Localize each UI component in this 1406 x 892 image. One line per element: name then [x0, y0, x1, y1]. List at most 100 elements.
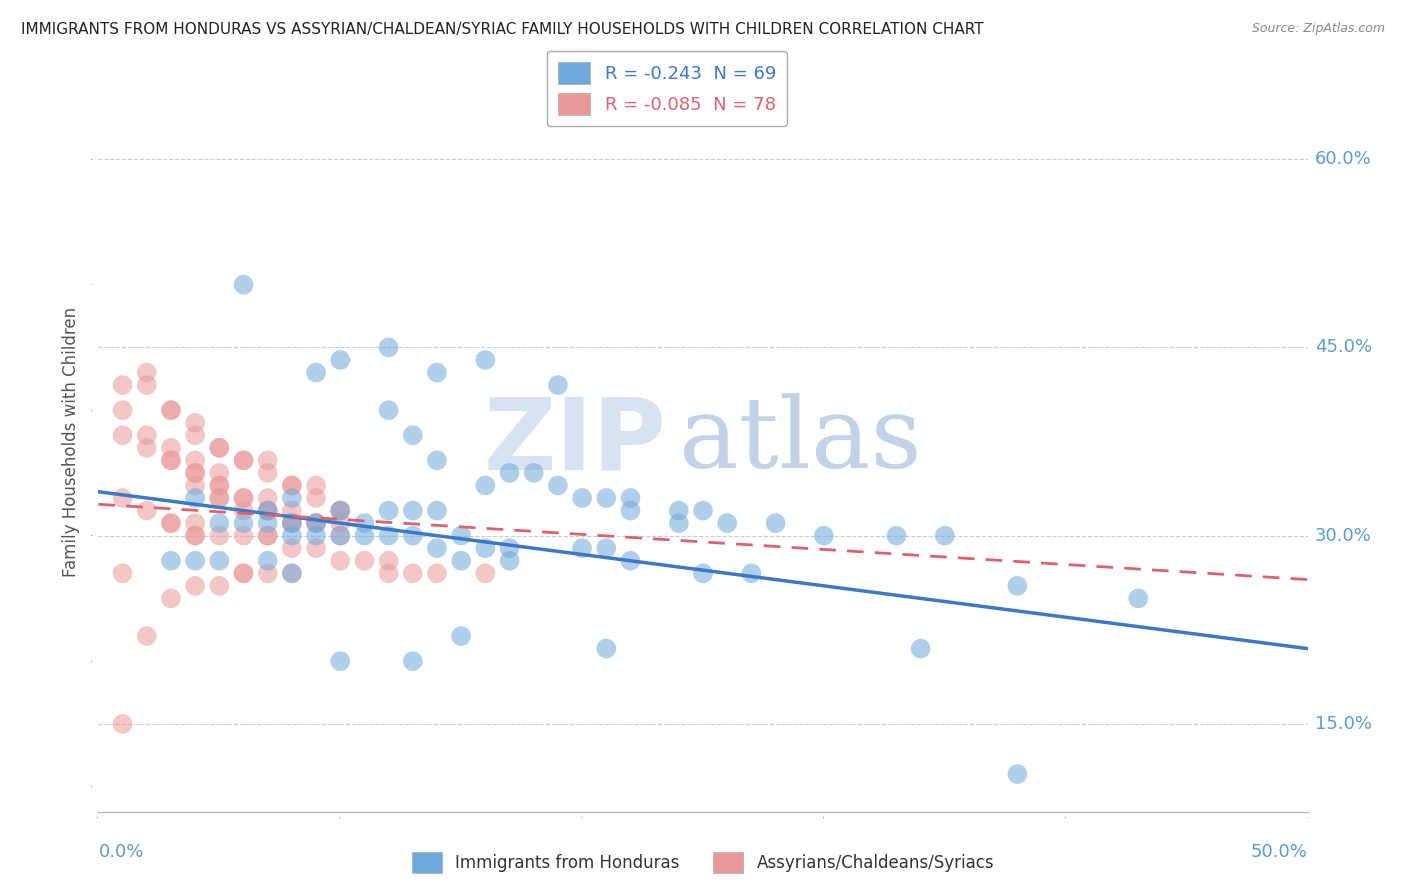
Point [305, 366, 328, 380]
Point [111, 491, 134, 505]
Point [232, 491, 254, 505]
Point [402, 529, 425, 543]
Point [256, 529, 278, 543]
Point [208, 491, 231, 505]
Point [232, 503, 254, 517]
Point [571, 491, 593, 505]
Point [426, 503, 449, 517]
Point [934, 529, 956, 543]
Legend: Immigrants from Honduras, Assyrians/Chaldeans/Syriacs: Immigrants from Honduras, Assyrians/Chal… [405, 846, 1001, 880]
Point [281, 516, 304, 530]
Point [329, 554, 352, 568]
Text: atlas: atlas [679, 393, 921, 490]
Point [329, 529, 352, 543]
Point [305, 529, 328, 543]
Point [208, 478, 231, 492]
Text: 60.0%: 60.0% [1315, 150, 1372, 169]
Point [547, 478, 569, 492]
Point [208, 516, 231, 530]
Point [377, 340, 399, 354]
Point [256, 566, 278, 581]
Point [377, 403, 399, 417]
Point [426, 566, 449, 581]
Point [184, 579, 207, 593]
Point [111, 566, 134, 581]
Point [256, 529, 278, 543]
Point [184, 416, 207, 430]
Point [305, 478, 328, 492]
Point [135, 366, 157, 380]
Point [595, 541, 617, 556]
Point [305, 516, 328, 530]
Point [305, 541, 328, 556]
Point [208, 579, 231, 593]
Point [740, 566, 762, 581]
Point [184, 453, 207, 467]
Point [111, 717, 134, 731]
Point [208, 491, 231, 505]
Point [402, 503, 425, 517]
Point [184, 478, 207, 492]
Point [232, 453, 254, 467]
Point [160, 516, 183, 530]
Point [160, 403, 183, 417]
Point [281, 478, 304, 492]
Point [619, 554, 641, 568]
Point [474, 353, 496, 368]
Point [281, 529, 304, 543]
Point [619, 491, 641, 505]
Point [547, 378, 569, 392]
Point [256, 503, 278, 517]
Point [281, 503, 304, 517]
Point [256, 516, 278, 530]
Point [329, 529, 352, 543]
Point [402, 566, 425, 581]
Point [160, 403, 183, 417]
Point [377, 566, 399, 581]
Text: 30.0%: 30.0% [1315, 526, 1372, 545]
Point [208, 441, 231, 455]
Point [135, 428, 157, 442]
Point [595, 641, 617, 656]
Point [498, 554, 520, 568]
Point [232, 529, 254, 543]
Point [184, 466, 207, 480]
Point [305, 516, 328, 530]
Point [135, 441, 157, 455]
Point [1007, 767, 1029, 781]
Point [232, 277, 254, 292]
Point [135, 378, 157, 392]
Point [256, 491, 278, 505]
Point [184, 529, 207, 543]
Point [353, 529, 375, 543]
Point [692, 503, 714, 517]
Point [450, 629, 472, 643]
Point [426, 453, 449, 467]
Point [184, 466, 207, 480]
Point [329, 353, 352, 368]
Point [426, 366, 449, 380]
Point [498, 466, 520, 480]
Point [450, 554, 472, 568]
Point [184, 516, 207, 530]
Point [232, 453, 254, 467]
Point [281, 566, 304, 581]
Point [1128, 591, 1150, 606]
Point [184, 554, 207, 568]
Text: IMMIGRANTS FROM HONDURAS VS ASSYRIAN/CHALDEAN/SYRIAC FAMILY HOUSEHOLDS WITH CHIL: IMMIGRANTS FROM HONDURAS VS ASSYRIAN/CHA… [21, 22, 984, 37]
Point [402, 654, 425, 668]
Point [1007, 579, 1029, 593]
Point [765, 516, 787, 530]
Point [353, 554, 375, 568]
Point [498, 541, 520, 556]
Point [160, 441, 183, 455]
Point [208, 529, 231, 543]
Point [377, 554, 399, 568]
Point [256, 466, 278, 480]
Point [595, 491, 617, 505]
Point [523, 466, 546, 480]
Point [111, 428, 134, 442]
Point [377, 503, 399, 517]
Text: ZIP: ZIP [484, 393, 666, 490]
Point [402, 428, 425, 442]
